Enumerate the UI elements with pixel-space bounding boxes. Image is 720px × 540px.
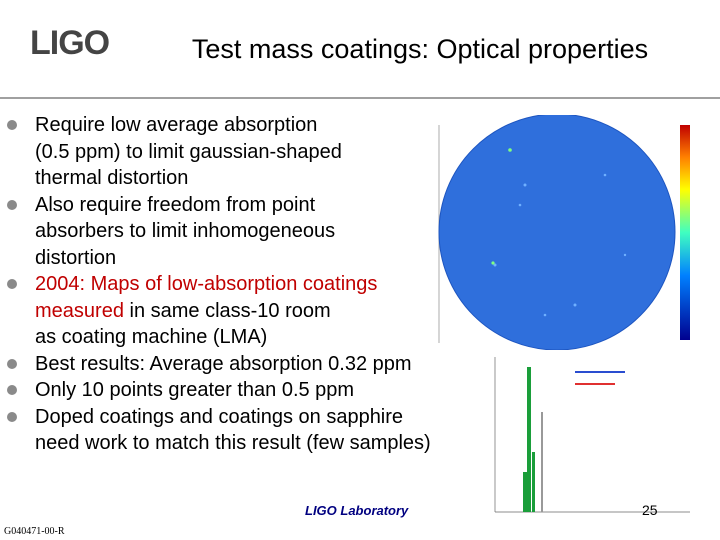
bullet-line: Only 10 points greater than 0.5 ppm: [35, 377, 480, 404]
bullet-item: 2004: Maps of low-absorption coatings mea…: [0, 271, 480, 351]
bullet-text: distortion: [35, 246, 117, 269]
absorption-histogram: [465, 352, 693, 522]
bullet-text: Also require freedom from point: [35, 193, 316, 216]
bullet-text: 2004: Maps of low-absorption coatings: [35, 273, 378, 295]
slide-title: Test mass coatings: Optical properties: [191, 34, 649, 64]
bullet-dot: [7, 411, 17, 422]
bullet-text: Best results: Average absorption 0.32 pp…: [35, 352, 412, 375]
bullet-text: Doped coatings and coatings on sapphire: [35, 405, 404, 428]
absorption-map: [425, 115, 715, 350]
bullet-line: need work to match this result (few samp…: [35, 430, 480, 457]
bullet-line: 2004: Maps of low-absorption coatings: [35, 271, 480, 298]
bullet-text: measured: [35, 299, 124, 322]
bullet-item: Also require freedom from point absorbers…: [0, 192, 480, 272]
footer-lab: LIGO Laboratory: [305, 503, 409, 518]
bullet-line: thermal distortion: [35, 165, 480, 192]
bullet-line: as coating machine (LMA): [35, 324, 480, 351]
bullet-dot: [7, 199, 17, 210]
bullet-list: Require low average absorption (0.5 ppm) …: [0, 112, 480, 457]
bullet-text: in same class-10 room: [123, 299, 331, 322]
bullet-text: absorbers to limit inhomogeneous: [35, 220, 336, 242]
bullet-item: Doped coatings and coatings on sapphire n…: [0, 404, 480, 457]
document-id: G040471-00-R: [4, 526, 65, 537]
bullet-line: Require low average absorption: [35, 112, 480, 139]
bullet-line: (0.5 ppm) to limit gaussian-shaped: [35, 139, 480, 166]
bullet-line: Doped coatings and coatings on sapphire: [35, 404, 480, 431]
bullet-text: thermal distortion: [35, 167, 189, 189]
bullet-item: Best results: Average absorption 0.32 pp…: [0, 351, 480, 378]
bullet-dot: [7, 279, 17, 289]
bullet-item: Only 10 points greater than 0.5 ppm: [0, 377, 480, 404]
bullet-dot: [7, 358, 17, 369]
bullet-text: Require low average absorption: [35, 114, 318, 136]
bullet-text: as coating machine (LMA): [35, 326, 268, 348]
title-rule: [0, 97, 720, 99]
page-number: 25: [642, 502, 658, 518]
bullet-dot: [7, 385, 17, 395]
bullet-line: Best results: Average absorption 0.32 pp…: [35, 351, 480, 378]
bullet-text: Only 10 points greater than 0.5 ppm: [35, 379, 355, 401]
logo: LIGO: [30, 24, 110, 62]
bullet-line: absorbers to limit inhomogeneous: [35, 218, 480, 245]
bullet-text: need work to match this result (few samp…: [35, 432, 431, 454]
bullet-text: (0.5 ppm) to limit gaussian-shaped: [35, 140, 342, 163]
bullet-item: Require low average absorption (0.5 ppm) …: [0, 112, 480, 192]
bullet-line: measured in same class-10 room: [35, 298, 480, 325]
bullet-line: Also require freedom from point: [35, 192, 480, 219]
bullet-dot: [7, 120, 17, 130]
bullet-line: distortion: [35, 245, 480, 272]
